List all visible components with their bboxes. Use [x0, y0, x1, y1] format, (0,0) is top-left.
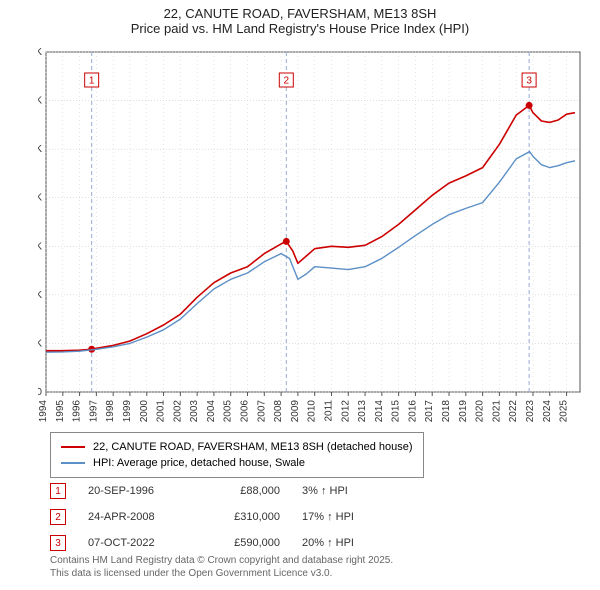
event-price-2: £310,000 [205, 511, 280, 523]
svg-text:2003: 2003 [189, 400, 200, 423]
event-date-1: 20-SEP-1996 [88, 485, 183, 497]
event-badge-3: 3 [50, 535, 66, 551]
svg-text:2018: 2018 [441, 400, 452, 423]
attribution: Contains HM Land Registry data © Crown c… [50, 554, 393, 580]
chart-svg: £0 £100K £200K £300K £400K £500K £600K £700K 199… [38, 44, 588, 424]
svg-text:2001: 2001 [156, 400, 167, 423]
event-price-3: £590,000 [205, 537, 280, 549]
svg-text:2011: 2011 [323, 400, 334, 422]
event-row-1: 1 20-SEP-1996 £88,000 3% ↑ HPI [50, 478, 382, 504]
svg-text:1996: 1996 [72, 400, 83, 423]
event-price-1: £88,000 [205, 485, 280, 497]
title-line2: Price paid vs. HM Land Registry's House … [0, 21, 600, 36]
legend-label-property: 22, CANUTE ROAD, FAVERSHAM, ME13 8SH (de… [93, 441, 413, 453]
svg-text:2010: 2010 [307, 400, 318, 423]
event-date-2: 24-APR-2008 [88, 511, 183, 523]
svg-text:£300K: £300K [38, 241, 42, 252]
svg-text:£400K: £400K [38, 193, 42, 204]
svg-text:£0: £0 [38, 387, 42, 398]
svg-text:1998: 1998 [105, 400, 116, 423]
title-block: 22, CANUTE ROAD, FAVERSHAM, ME13 8SH Pri… [0, 0, 600, 38]
event-badge-2: 2 [50, 509, 66, 525]
event-date-3: 07-OCT-2022 [88, 537, 183, 549]
svg-text:1997: 1997 [88, 400, 99, 423]
svg-text:2006: 2006 [240, 400, 251, 423]
svg-text:£100K: £100K [38, 338, 42, 349]
svg-text:1995: 1995 [55, 400, 66, 423]
svg-text:2020: 2020 [475, 400, 486, 423]
svg-text:1: 1 [89, 76, 95, 87]
svg-text:2002: 2002 [172, 400, 183, 423]
svg-text:£200K: £200K [38, 290, 42, 301]
event-hpi-2: 17% ↑ HPI [302, 511, 382, 523]
title-line1: 22, CANUTE ROAD, FAVERSHAM, ME13 8SH [0, 6, 600, 21]
svg-text:2019: 2019 [458, 400, 469, 423]
svg-text:2024: 2024 [542, 400, 553, 423]
svg-text:2016: 2016 [407, 400, 418, 423]
svg-text:2005: 2005 [223, 400, 234, 423]
legend-item-hpi: HPI: Average price, detached house, Swal… [61, 455, 413, 471]
svg-text:2021: 2021 [491, 400, 502, 423]
svg-text:1999: 1999 [122, 400, 133, 423]
legend-swatch-hpi [61, 462, 85, 464]
page-root: 22, CANUTE ROAD, FAVERSHAM, ME13 8SH Pri… [0, 0, 600, 590]
events-table: 1 20-SEP-1996 £88,000 3% ↑ HPI 2 24-APR-… [50, 478, 382, 556]
event-badge-1: 1 [50, 483, 66, 499]
price-chart: £0 £100K £200K £300K £400K £500K £600K £700K 199… [38, 44, 588, 424]
svg-text:2008: 2008 [273, 400, 284, 423]
svg-text:2014: 2014 [374, 400, 385, 423]
svg-text:2023: 2023 [525, 400, 536, 423]
svg-text:£600K: £600K [38, 96, 42, 107]
svg-text:2000: 2000 [139, 400, 150, 423]
svg-text:2012: 2012 [340, 400, 351, 423]
svg-text:2025: 2025 [559, 400, 570, 423]
svg-text:£700K: £700K [38, 47, 42, 58]
event-hpi-3: 20% ↑ HPI [302, 537, 382, 549]
legend-swatch-property [61, 446, 85, 448]
svg-text:2004: 2004 [206, 400, 217, 423]
event-row-3: 3 07-OCT-2022 £590,000 20% ↑ HPI [50, 530, 382, 556]
legend: 22, CANUTE ROAD, FAVERSHAM, ME13 8SH (de… [50, 432, 424, 478]
svg-text:2017: 2017 [424, 400, 435, 423]
legend-item-property: 22, CANUTE ROAD, FAVERSHAM, ME13 8SH (de… [61, 439, 413, 455]
event-row-2: 2 24-APR-2008 £310,000 17% ↑ HPI [50, 504, 382, 530]
svg-text:2007: 2007 [256, 400, 267, 423]
svg-text:2022: 2022 [508, 400, 519, 423]
legend-label-hpi: HPI: Average price, detached house, Swal… [93, 457, 305, 469]
svg-text:2013: 2013 [357, 400, 368, 423]
svg-text:2: 2 [284, 76, 290, 87]
attribution-line1: Contains HM Land Registry data © Crown c… [50, 554, 393, 567]
svg-text:2015: 2015 [391, 400, 402, 423]
svg-text:1994: 1994 [38, 400, 49, 423]
event-hpi-1: 3% ↑ HPI [302, 485, 382, 497]
svg-text:3: 3 [526, 76, 532, 87]
svg-text:£500K: £500K [38, 144, 42, 155]
svg-text:2009: 2009 [290, 400, 301, 423]
attribution-line2: This data is licensed under the Open Gov… [50, 567, 393, 580]
